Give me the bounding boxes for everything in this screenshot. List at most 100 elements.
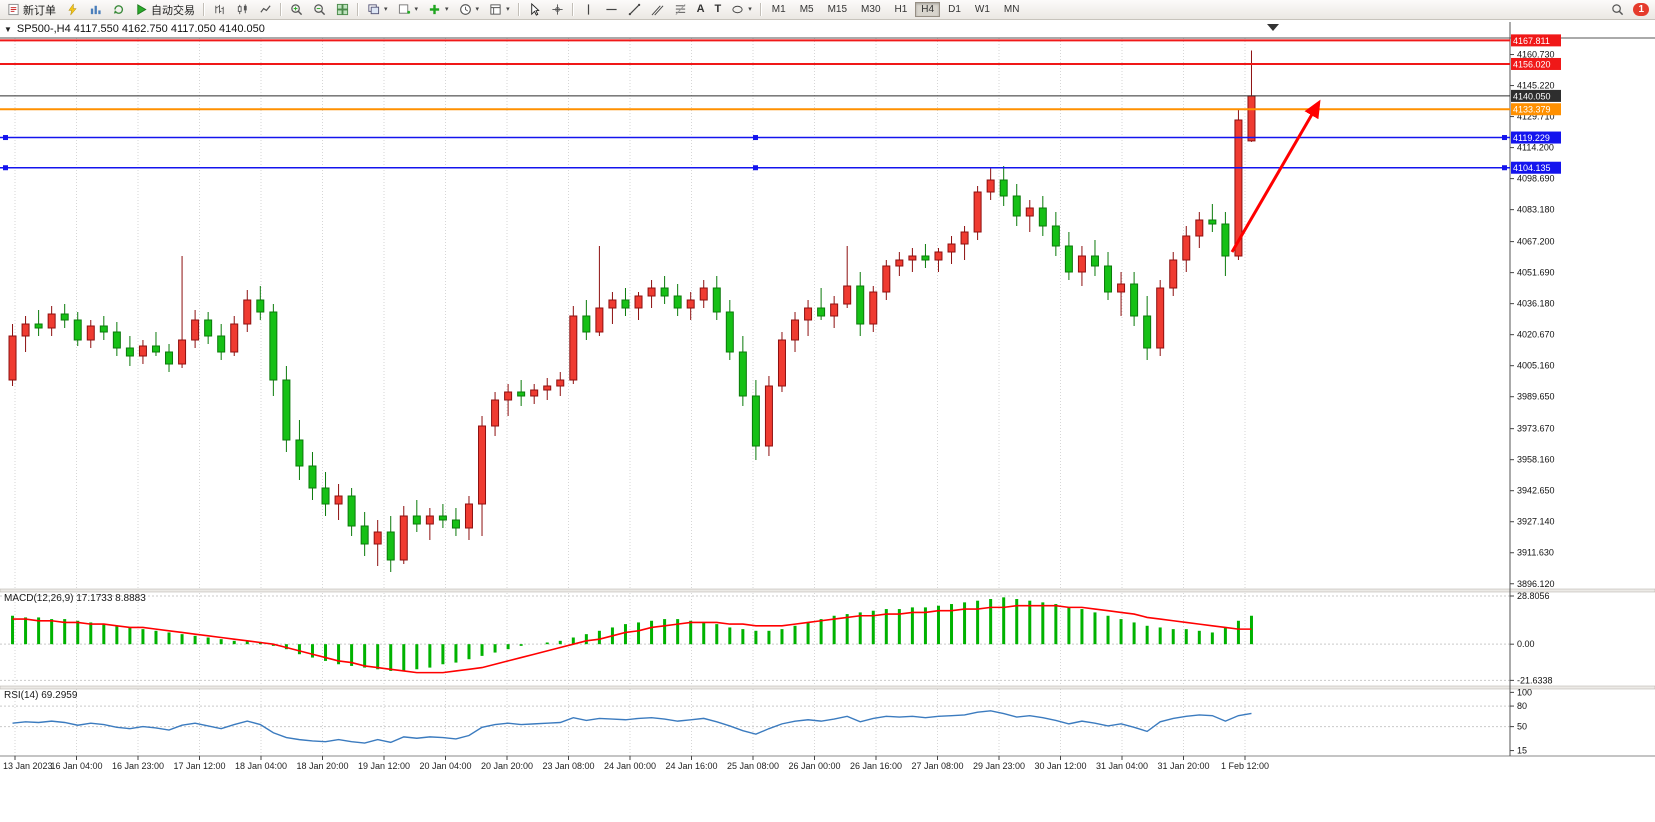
candle-bullish bbox=[804, 307, 813, 321]
candle-bearish bbox=[517, 391, 526, 397]
candle-bullish bbox=[777, 339, 786, 387]
rsi-line bbox=[12, 710, 1252, 744]
toolbar-separator bbox=[280, 3, 282, 16]
line-handle[interactable] bbox=[753, 165, 758, 171]
time-label: 25 Jan 08:00 bbox=[727, 761, 779, 771]
time-label: 24 Jan 16:00 bbox=[665, 761, 717, 771]
candle-bearish bbox=[282, 379, 291, 441]
cascade-windows-button[interactable]: ▾ bbox=[363, 1, 392, 18]
time-label: 26 Jan 16:00 bbox=[850, 761, 902, 771]
collapse-triangle-icon[interactable]: ▼ bbox=[4, 24, 12, 34]
chart-shift-icon[interactable] bbox=[1267, 24, 1279, 31]
tile-windows-button[interactable] bbox=[332, 1, 353, 18]
toolbar-separator bbox=[357, 3, 359, 16]
chart-header: ▼ SP500-,H4 4117.550 4162.750 4117.050 4… bbox=[4, 23, 265, 35]
candle-bullish bbox=[960, 231, 969, 245]
search-button[interactable] bbox=[1607, 1, 1628, 18]
horizontal-line-button[interactable] bbox=[601, 1, 622, 18]
indicators-plus-icon bbox=[429, 4, 440, 15]
line-chart-button[interactable] bbox=[255, 1, 276, 18]
candle-bearish bbox=[412, 515, 421, 525]
channel-button[interactable] bbox=[647, 1, 668, 18]
new-chart-button[interactable]: ▾ bbox=[394, 1, 423, 18]
candle-bearish bbox=[308, 465, 317, 489]
label-tool-button[interactable]: T bbox=[711, 1, 726, 18]
refresh-icon bbox=[113, 5, 123, 14]
cursor-button[interactable] bbox=[524, 1, 545, 18]
refresh-button[interactable] bbox=[108, 1, 129, 18]
timeframe-d1[interactable]: D1 bbox=[942, 2, 967, 17]
candle-bullish bbox=[1182, 235, 1191, 261]
line-handle[interactable] bbox=[1502, 165, 1507, 171]
text-tool-button[interactable]: A bbox=[693, 1, 709, 18]
time-label: 23 Jan 08:00 bbox=[542, 761, 594, 771]
indicators-button[interactable]: ▾ bbox=[424, 1, 453, 18]
candle-bullish bbox=[947, 243, 956, 253]
timeframe-m5[interactable]: M5 bbox=[794, 2, 820, 17]
line-handle[interactable] bbox=[3, 135, 8, 141]
candle-bullish bbox=[399, 515, 408, 561]
candle-bearish bbox=[751, 395, 760, 447]
candle-bearish bbox=[347, 495, 356, 527]
candle-bearish bbox=[1221, 223, 1230, 257]
lightning-icon bbox=[68, 3, 77, 16]
timeframe-mn[interactable]: MN bbox=[998, 2, 1026, 17]
candle-bullish bbox=[373, 531, 382, 545]
trendline-button[interactable] bbox=[624, 1, 645, 18]
time-label: 18 Jan 04:00 bbox=[235, 761, 287, 771]
time-label: 13 Jan 2023 bbox=[3, 761, 53, 771]
label-tool-icon: T bbox=[714, 3, 722, 15]
time-label: 18 Jan 20:00 bbox=[296, 761, 348, 771]
candle-bullish bbox=[895, 259, 904, 267]
candlestick-chart-button[interactable] bbox=[232, 1, 253, 18]
vertical-line-button[interactable] bbox=[578, 1, 599, 18]
zoom-in-button[interactable] bbox=[286, 1, 307, 18]
bar-chart-button[interactable] bbox=[209, 1, 230, 18]
time-label: 24 Jan 00:00 bbox=[604, 761, 656, 771]
new-order-button[interactable]: 新订单 bbox=[3, 1, 60, 18]
candle-bullish bbox=[608, 299, 617, 309]
timeframe-w1[interactable]: W1 bbox=[969, 2, 996, 17]
periods-button[interactable]: ▾ bbox=[455, 1, 484, 18]
candle-bearish bbox=[582, 315, 591, 333]
price-tick-label: 4129.710 bbox=[1517, 112, 1555, 122]
line-handle[interactable] bbox=[1502, 135, 1507, 141]
candle-bearish bbox=[217, 335, 226, 353]
fibonacci-button[interactable] bbox=[670, 1, 691, 18]
timeframe-m15[interactable]: M15 bbox=[822, 2, 853, 17]
play-icon bbox=[137, 4, 147, 15]
price-marker-box bbox=[1511, 34, 1561, 47]
line-handle[interactable] bbox=[3, 165, 8, 171]
candle-bearish bbox=[621, 299, 630, 309]
channel-icon bbox=[651, 5, 663, 16]
panel-splitter[interactable] bbox=[0, 588, 1655, 593]
crosshair-button[interactable] bbox=[547, 1, 568, 18]
toolbar-separator bbox=[571, 3, 574, 16]
lightning-button[interactable] bbox=[62, 1, 83, 18]
time-label: 16 Jan 23:00 bbox=[112, 761, 164, 771]
shapes-button[interactable]: ▾ bbox=[727, 1, 756, 18]
line-handle[interactable] bbox=[753, 135, 758, 141]
line-chart-icon bbox=[260, 5, 271, 13]
candle-bullish bbox=[1156, 287, 1165, 349]
chart-window-button[interactable] bbox=[85, 1, 106, 18]
auto-trading-button[interactable]: 自动交易 bbox=[131, 1, 199, 18]
horizontal-line-icon bbox=[605, 8, 617, 11]
timeframe-m1[interactable]: M1 bbox=[766, 2, 792, 17]
timeframe-h1[interactable]: H1 bbox=[889, 2, 914, 17]
ellipse-shape-icon bbox=[732, 5, 743, 14]
templates-button[interactable]: ▾ bbox=[485, 1, 514, 18]
timeframe-h4[interactable]: H4 bbox=[915, 2, 941, 17]
alert-badge[interactable]: 1 bbox=[1633, 3, 1649, 16]
panel-splitter[interactable] bbox=[0, 685, 1655, 690]
candle-bearish bbox=[165, 351, 174, 365]
timeframe-m30[interactable]: M30 bbox=[855, 2, 886, 17]
cursor-icon bbox=[530, 3, 540, 16]
price-tick-label: 3973.670 bbox=[1517, 424, 1555, 434]
trend-arrow[interactable] bbox=[1230, 99, 1321, 253]
zoom-out-button[interactable] bbox=[309, 1, 330, 18]
candle-bearish bbox=[295, 439, 304, 467]
candle-bullish bbox=[634, 295, 643, 309]
rsi-axis-label: 100 bbox=[1517, 687, 1532, 697]
